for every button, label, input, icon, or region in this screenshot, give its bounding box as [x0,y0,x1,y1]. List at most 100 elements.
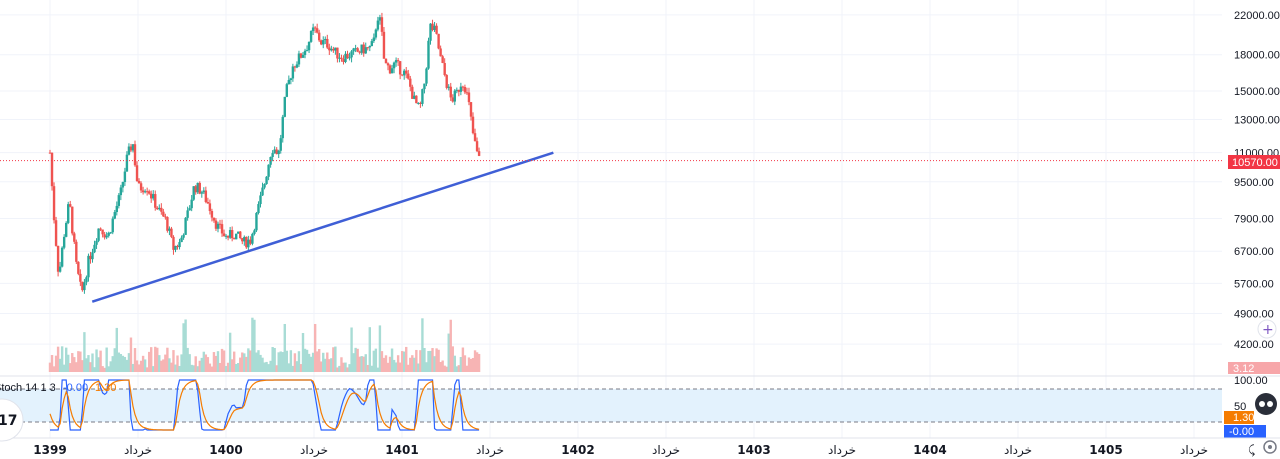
time-tick-label: 1404 [913,443,946,457]
volume-bar [115,327,118,372]
volume-bar [60,346,64,372]
volume-bar [340,357,343,372]
candle-body [152,194,155,199]
candle-body [245,236,248,248]
candle-body [451,97,454,102]
volume-bar [279,351,282,372]
candle-body [115,205,118,213]
volume-bar [271,347,274,372]
candle-body [243,236,246,242]
candle-body [394,60,398,63]
volume-bar [263,362,266,372]
candle-body [461,86,465,88]
time-axis[interactable]: 1399 خرداد 1400 خرداد 1401 خرداد 1402 خرداد 1403… [33,443,1208,458]
volume-bar [224,365,228,372]
volume-bar [388,356,392,372]
stoch-title[interactable]: Stoch 14 1 3 [0,382,56,394]
volume-bar [50,355,54,372]
volume-bar [214,355,218,372]
candle-body [147,191,151,194]
candle-body [192,186,195,200]
volume-bar [135,360,139,372]
tradingview-logo[interactable]: 17 [0,398,24,442]
volume-bar [350,327,353,372]
stoch-k-badge-label: 1.30 [1233,412,1254,424]
volume-bar [81,360,84,372]
volume-bar [427,350,430,372]
time-tick-label: خرداد [124,443,152,458]
volume-bar [289,350,293,372]
candle-body [103,234,106,238]
volume-badge [1228,362,1280,374]
candle-body [433,25,436,31]
candle-body [372,37,376,42]
price-axis[interactable]: 22000.0018000.0015000.0013000.0011000.00… [1234,10,1280,351]
volume-bar [423,347,426,372]
volume-bar [342,362,345,372]
candle-body [299,53,303,58]
candle-body [77,261,80,274]
candle-body [127,146,131,155]
volume-bar [307,353,311,372]
volume-bar [129,337,133,372]
volume-bar [332,347,335,372]
candle-body [313,27,317,29]
candle-body [235,233,238,240]
candle-body [376,20,380,30]
volume-bar [64,347,68,372]
candle-body [415,95,418,104]
volume-bar [360,356,363,372]
volume-bar [228,332,232,372]
candle-body [427,40,430,69]
candle-body [135,165,139,181]
candle-body [129,146,133,151]
volume-bars [48,317,481,372]
volume-bar [232,351,236,372]
candle-body [54,220,58,246]
volume-bar [152,366,155,372]
candle-body [398,61,402,75]
volume-bar [455,366,459,372]
trendline[interactable] [91,151,554,303]
candle-body [380,17,384,32]
volume-bar [324,358,327,372]
candle-body [204,190,208,202]
candle-body [111,218,114,233]
volume-bar [188,354,191,372]
candle-body [330,48,333,51]
volume-bar [390,348,394,372]
volume-bar [429,350,432,372]
volume-bar [194,356,197,372]
volume-bar [253,319,256,372]
axis-settings-icon[interactable]: ⤹ [1247,443,1255,457]
candle-body [326,38,329,48]
price-tick-label: 4200.00 [1234,339,1274,351]
settings-gear-icon[interactable] [1263,440,1277,454]
volume-bar [174,364,177,372]
time-tick-label: خرداد [652,443,680,458]
candle-body [200,192,203,194]
add-button[interactable]: + [1257,319,1277,339]
volume-bar [54,355,58,372]
volume-bar [275,365,278,372]
volume-bar [346,367,349,372]
volume-bar [103,367,106,372]
volume-bar [443,365,446,372]
assistant-icon[interactable] [1255,393,1277,415]
candle-body [358,51,361,53]
candle-body [131,144,135,151]
volume-bar [166,347,169,372]
volume-bar [58,358,62,372]
candle-body [378,17,382,21]
candle-body [301,54,305,58]
candle-body [421,89,424,104]
candle-body [224,235,228,237]
candle-body [218,223,222,225]
candle-body [477,151,481,156]
candle-body [154,194,157,208]
candle-body [109,232,112,234]
volume-bar [439,362,442,372]
volume-bar [190,364,193,372]
volume-bar [160,360,163,372]
